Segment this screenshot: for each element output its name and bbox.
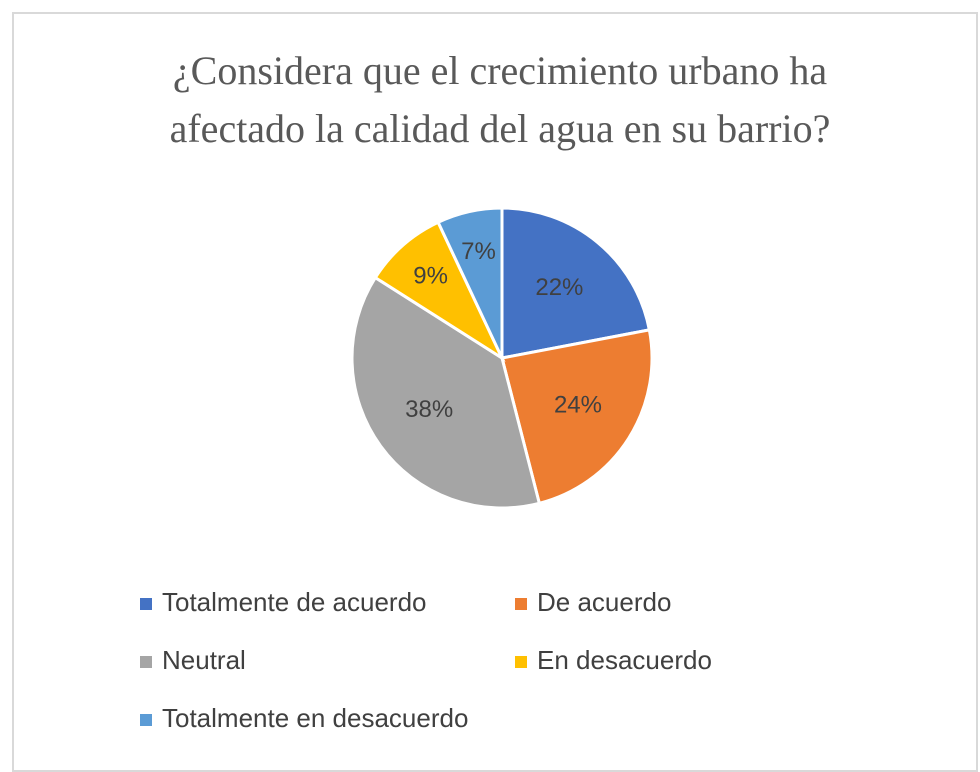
data-label: 24% (554, 392, 602, 419)
legend-label: De acuerdo (537, 587, 671, 617)
pie-slice (500, 328, 654, 506)
legend-label: Totalmente de acuerdo (162, 587, 427, 617)
legend-swatch (140, 714, 152, 726)
legend-swatch (515, 656, 527, 668)
data-label: 22% (535, 274, 583, 301)
legend-swatch (140, 656, 152, 668)
data-label: 9% (413, 262, 448, 289)
data-label: 38% (405, 396, 453, 423)
data-label: 7% (461, 238, 496, 265)
pie-slice (436, 206, 504, 359)
legend-label: Neutral (162, 645, 246, 675)
legend-swatch (515, 598, 527, 610)
pie-slice (373, 220, 506, 363)
pie-slice (350, 275, 542, 510)
chart-title: ¿Considera que el crecimiento urbano ha … (169, 48, 831, 151)
legend-swatch (140, 598, 152, 610)
pie-slice (500, 206, 652, 360)
legend-label: En desacuerdo (537, 645, 712, 675)
legend-label: Totalmente en desacuerdo (162, 703, 468, 733)
